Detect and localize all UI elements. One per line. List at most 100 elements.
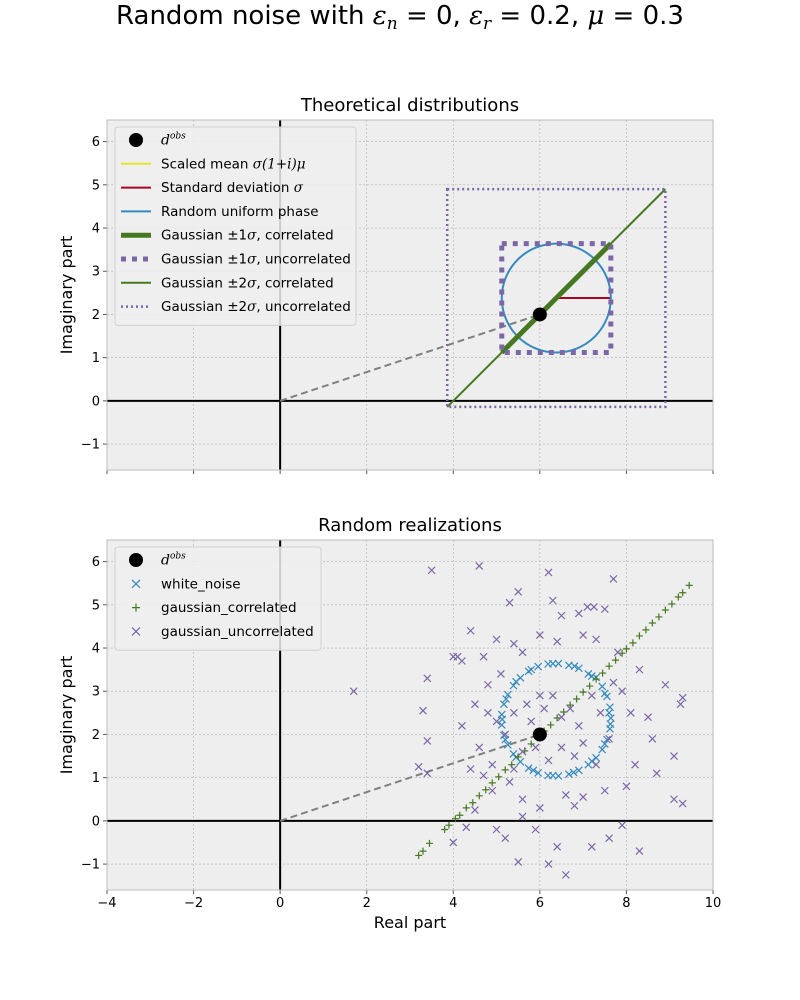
data-point [535,631,544,639]
legend-box [114,126,357,326]
data-point [605,662,613,670]
y-tick-label: 1 [92,351,100,366]
data-point [445,821,453,829]
data-point [579,739,588,748]
data-point [529,766,538,775]
y-tick-label: 0 [92,394,100,409]
data-point [531,743,540,752]
data-point [557,713,566,722]
data-point [584,670,593,678]
data-point [514,587,523,596]
legend-label: Gaussian ±2σ, uncorrelated [161,299,351,315]
data-point [574,664,583,673]
reference-dashed-line [279,313,541,402]
data-point [527,717,536,726]
data-point [606,714,615,722]
legend-handle [131,579,141,589]
x-tick-label: 0 [276,896,284,911]
y-tick-label: 5 [92,598,100,613]
data-point [678,693,687,702]
data-point [501,766,509,774]
data-point [573,695,581,703]
data-point [648,619,656,627]
data-point [612,656,620,664]
data-point [596,708,605,717]
data-point [512,677,520,686]
data-point [592,675,600,683]
series-gaussian-2-uncorrelated [445,187,667,409]
data-point [547,721,555,729]
series-random-uniform-phase [500,242,612,354]
data-point [453,652,462,661]
data-point [592,760,601,769]
legend-label: dobs [161,552,186,569]
data-point [518,747,527,756]
data-point [483,708,492,717]
legend-label: Gaussian ±1σ, uncorrelated [161,252,351,268]
data-point [503,690,512,699]
data-point [451,815,459,823]
data-point [674,593,682,601]
data-point [496,670,505,678]
data-point [661,606,669,614]
data-point [495,773,503,781]
data-point [629,639,637,647]
data-point [592,635,601,644]
x-tick-label: 4 [449,896,457,911]
data-point [676,700,685,709]
data-point [678,799,687,808]
data-point [544,568,553,577]
data-point [670,795,678,804]
data-point [570,662,579,671]
data-point [462,823,471,832]
data-point [587,757,596,766]
data-point [598,682,607,691]
data-point [661,680,670,689]
data-point [425,839,433,847]
data-point [466,626,475,635]
data-point [488,760,497,769]
data-point [600,689,609,698]
data-point [618,687,627,696]
panel-1: −1 0 1 2 3 4 5 6 Theoretical distributions Imagin… [57,95,714,474]
legend-handle [132,603,140,612]
legend-box [114,546,322,651]
data-point [534,662,543,671]
data-point [544,860,553,868]
x-axis-label: Real part [374,913,446,932]
plot-frame [106,539,714,891]
y-tick-label: 4 [92,642,100,657]
data-point [605,708,614,717]
data-point [509,749,518,758]
data-point [441,826,449,834]
legend-label: Standard deviation σ [161,180,304,196]
data-point [498,715,507,724]
data-point [492,825,501,834]
data-point [475,562,484,570]
x-tick-label: −2 [184,896,203,911]
legend-label: Random uniform phase [161,204,319,220]
data-point [544,756,553,765]
data-point [609,678,618,687]
data-point [554,659,563,668]
data-point [579,688,587,696]
x-tick-label: 2 [363,896,371,911]
data-point [603,735,611,744]
data-point [613,648,622,657]
data-point [540,704,549,713]
data-point [514,857,523,866]
data-point [514,753,522,761]
data-point [570,801,579,810]
data-point [618,649,626,657]
legend-label: white_noise [161,576,241,592]
series-white-noise [497,659,615,780]
x-tick-label: 6 [536,896,544,911]
data-point [509,708,518,717]
series-gaussian-2-correlated [446,188,667,408]
data-point [600,740,609,748]
data-point [505,598,514,607]
figure-title: Random noise with εn = 0, εr = 0.2, μ = … [116,1,684,34]
y-tick-label: 6 [92,135,100,150]
observation-point [532,307,547,322]
data-point [574,609,583,618]
